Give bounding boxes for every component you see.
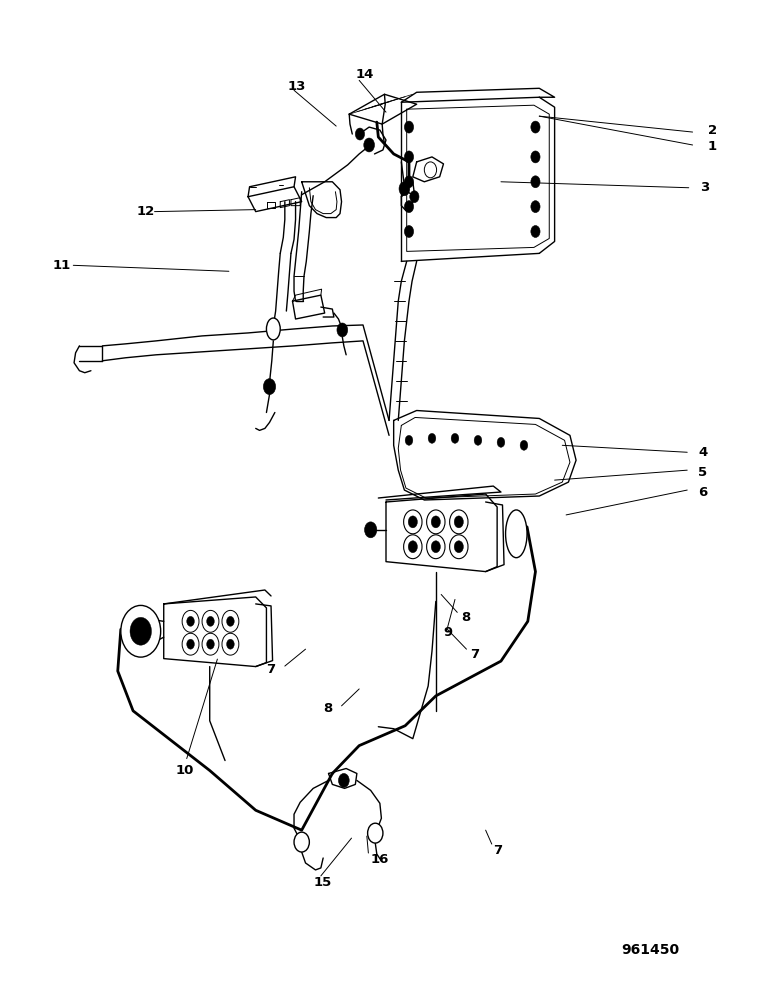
- Ellipse shape: [506, 510, 527, 558]
- Circle shape: [408, 541, 418, 553]
- Circle shape: [263, 379, 276, 395]
- Circle shape: [207, 639, 215, 649]
- Text: 14: 14: [355, 68, 374, 81]
- Circle shape: [520, 440, 528, 450]
- Circle shape: [364, 522, 377, 538]
- Circle shape: [182, 610, 199, 632]
- Ellipse shape: [266, 318, 280, 340]
- Circle shape: [120, 605, 161, 657]
- Circle shape: [474, 435, 482, 445]
- Circle shape: [202, 633, 219, 655]
- Circle shape: [226, 639, 234, 649]
- Text: 5: 5: [698, 466, 707, 479]
- Circle shape: [531, 201, 540, 213]
- Circle shape: [531, 121, 540, 133]
- Text: 11: 11: [52, 259, 71, 272]
- Text: 9: 9: [443, 626, 452, 639]
- Ellipse shape: [130, 608, 151, 654]
- Text: 16: 16: [371, 853, 389, 866]
- Circle shape: [454, 516, 463, 528]
- Text: 1: 1: [708, 140, 717, 153]
- Text: 8: 8: [461, 611, 470, 624]
- Circle shape: [187, 639, 195, 649]
- Circle shape: [451, 433, 459, 443]
- Circle shape: [222, 610, 239, 632]
- Text: 15: 15: [313, 876, 331, 889]
- Circle shape: [432, 516, 440, 528]
- Circle shape: [405, 201, 414, 213]
- Circle shape: [207, 616, 215, 626]
- Circle shape: [355, 128, 364, 140]
- Circle shape: [364, 138, 374, 152]
- Text: 7: 7: [470, 648, 479, 661]
- Circle shape: [428, 433, 436, 443]
- Text: 2: 2: [708, 124, 717, 137]
- Circle shape: [367, 823, 383, 843]
- Circle shape: [405, 151, 414, 163]
- Circle shape: [405, 226, 414, 237]
- Circle shape: [410, 191, 419, 203]
- Circle shape: [337, 323, 347, 337]
- Circle shape: [531, 176, 540, 188]
- Circle shape: [226, 616, 234, 626]
- Circle shape: [187, 616, 195, 626]
- Circle shape: [497, 437, 505, 447]
- Circle shape: [427, 535, 445, 559]
- Text: 7: 7: [266, 663, 275, 676]
- Circle shape: [130, 617, 151, 645]
- Circle shape: [405, 176, 414, 188]
- Text: 8: 8: [323, 702, 333, 715]
- Circle shape: [449, 510, 468, 534]
- Circle shape: [427, 510, 445, 534]
- Circle shape: [222, 633, 239, 655]
- Circle shape: [294, 832, 310, 852]
- Circle shape: [408, 516, 418, 528]
- Text: 13: 13: [288, 80, 306, 93]
- Circle shape: [338, 773, 349, 787]
- Circle shape: [404, 535, 422, 559]
- Circle shape: [404, 510, 422, 534]
- Circle shape: [405, 435, 413, 445]
- Circle shape: [454, 541, 463, 553]
- Text: 3: 3: [700, 181, 709, 194]
- Text: 10: 10: [175, 764, 194, 777]
- Text: 4: 4: [698, 446, 707, 459]
- Circle shape: [531, 151, 540, 163]
- Text: 7: 7: [493, 844, 503, 857]
- Text: 961450: 961450: [621, 943, 679, 957]
- Circle shape: [432, 541, 440, 553]
- Circle shape: [202, 610, 219, 632]
- Circle shape: [399, 182, 410, 196]
- Circle shape: [405, 121, 414, 133]
- Text: 6: 6: [698, 486, 707, 499]
- Circle shape: [531, 226, 540, 237]
- Circle shape: [182, 633, 199, 655]
- Text: 12: 12: [137, 205, 155, 218]
- Circle shape: [449, 535, 468, 559]
